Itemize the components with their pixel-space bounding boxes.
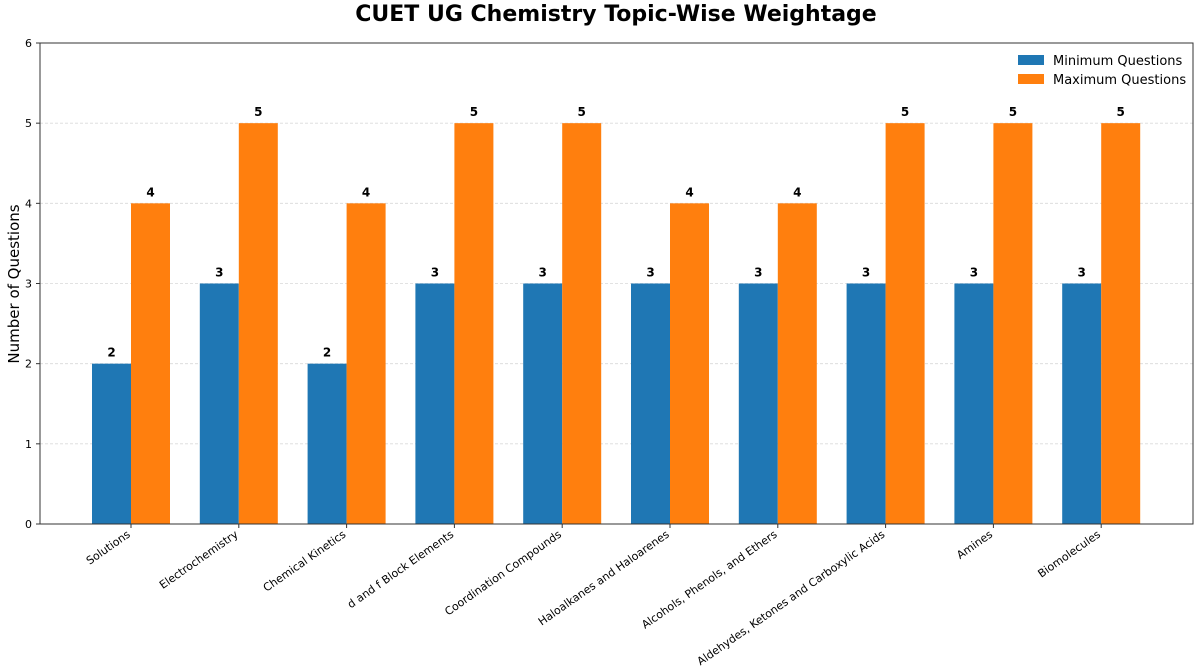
legend: Minimum Questions Maximum Questions	[1018, 54, 1186, 88]
legend-swatch	[1018, 74, 1044, 84]
bar-max	[993, 123, 1033, 525]
bar-min	[738, 283, 778, 524]
data-label: 4	[362, 185, 370, 199]
legend-swatch	[1018, 55, 1044, 65]
y-tick-label: 1	[25, 438, 32, 451]
x-tick-label: Amines	[954, 528, 995, 562]
bar-min	[523, 283, 563, 524]
data-label: 3	[970, 266, 978, 280]
y-tick-label: 4	[25, 197, 32, 210]
bar-min	[415, 283, 455, 524]
bar-max	[238, 123, 278, 525]
data-label: 3	[862, 266, 870, 280]
bar-max	[562, 123, 602, 525]
bar-max	[454, 123, 494, 525]
bars-layer	[92, 123, 1141, 525]
bar-min	[199, 283, 239, 524]
x-tick-label: Electrochemistry	[157, 528, 241, 592]
y-tick-label: 2	[25, 358, 32, 371]
bar-min	[954, 283, 994, 524]
data-label: 2	[323, 346, 331, 360]
x-tick-label: Biomolecules	[1036, 528, 1104, 581]
data-label: 5	[1009, 105, 1017, 119]
bar-min	[1062, 283, 1102, 524]
data-label: 3	[539, 266, 547, 280]
x-tick-label: Solutions	[84, 528, 133, 568]
y-tick-label: 3	[25, 278, 32, 291]
data-label: 5	[1117, 105, 1125, 119]
chart-title: CUET UG Chemistry Topic-Wise Weightage	[355, 2, 877, 27]
x-tick-label: d and f Block Elements	[345, 528, 456, 611]
bar-min	[92, 363, 131, 524]
data-label: 5	[901, 105, 909, 119]
x-axis: Solutions Electrochemistry Chemical Kineti…	[84, 524, 1103, 668]
bar-max	[885, 123, 925, 525]
data-labels: 2 4 3 5 2 4 3 5 3 5 3 4 3 4 3 5 3 5 3 5	[107, 105, 1125, 360]
data-label: 3	[646, 266, 654, 280]
bar-max	[346, 203, 386, 525]
data-label: 3	[1078, 266, 1086, 280]
legend-label: Maximum Questions	[1053, 73, 1186, 88]
data-label: 5	[254, 105, 262, 119]
y-axis: 0 1 2 3 4 5 6	[25, 37, 40, 531]
data-label: 5	[578, 105, 586, 119]
y-tick-label: 6	[25, 37, 32, 50]
x-tick-label: Coordination Compounds	[442, 528, 564, 619]
x-tick-label: Aldehydes, Ketones and Carboxylic Acids	[695, 528, 888, 668]
data-label: 3	[215, 266, 223, 280]
data-label: 4	[793, 185, 801, 199]
data-label: 2	[107, 346, 115, 360]
data-label: 3	[431, 266, 439, 280]
bar-max	[670, 203, 709, 525]
bar-max	[131, 203, 170, 525]
y-tick-label: 5	[25, 117, 32, 130]
y-axis-title: Number of Questions	[5, 204, 23, 363]
data-label: 5	[470, 105, 478, 119]
data-label: 3	[754, 266, 762, 280]
x-tick-label: Chemical Kinetics	[261, 528, 349, 595]
bar-max	[777, 203, 817, 525]
data-label: 4	[146, 185, 154, 199]
bar-min	[307, 363, 347, 524]
bar-max	[1101, 123, 1141, 525]
data-label: 4	[685, 185, 693, 199]
y-tick-label: 0	[25, 518, 32, 531]
legend-label: Minimum Questions	[1053, 54, 1183, 69]
bar-min	[846, 283, 886, 524]
bar-min	[631, 283, 670, 524]
